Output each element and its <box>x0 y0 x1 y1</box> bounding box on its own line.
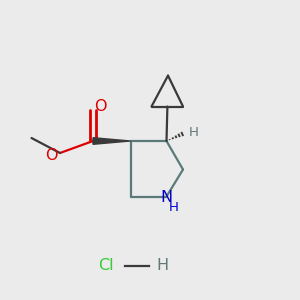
Text: O: O <box>45 148 58 163</box>
Text: N: N <box>160 190 172 205</box>
Text: H: H <box>189 126 199 139</box>
Polygon shape <box>93 138 130 144</box>
Text: H: H <box>169 201 178 214</box>
Text: O: O <box>94 99 107 114</box>
Text: Cl: Cl <box>98 258 114 273</box>
Text: H: H <box>156 258 168 273</box>
